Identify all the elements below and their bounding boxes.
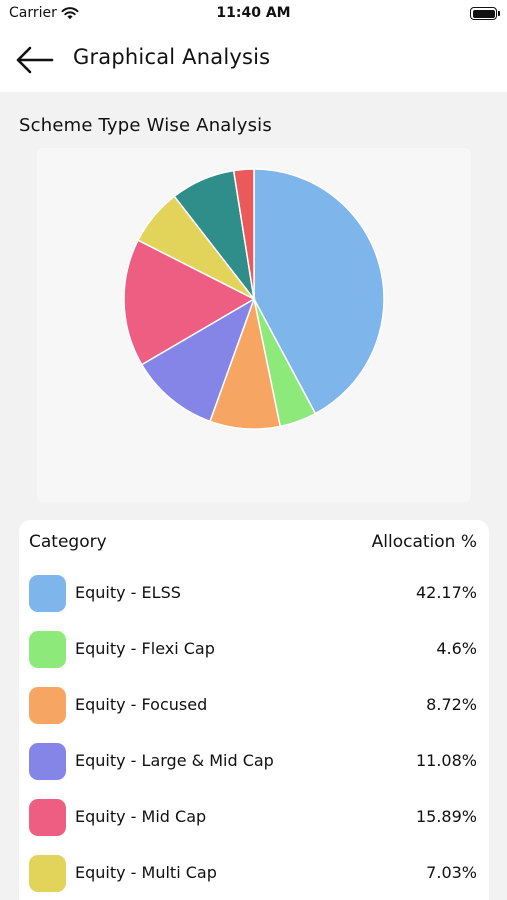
- category-label: Equity - Large & Mid Cap: [75, 751, 274, 770]
- color-swatch: [29, 855, 66, 892]
- table-row: Equity - Focused 8.72%: [19, 687, 489, 743]
- pie-slice: [232, 168, 255, 300]
- pie-chart-card: [37, 148, 471, 502]
- app-header: Graphical Analysis: [0, 28, 507, 92]
- allocation-value: 7.03%: [426, 863, 477, 882]
- status-carrier: Carrier: [9, 5, 79, 21]
- pie-slice: [123, 239, 256, 366]
- category-label: Equity - ELSS: [75, 583, 181, 602]
- category-label: Equity - Focused: [75, 695, 208, 714]
- battery-icon: [470, 7, 500, 20]
- status-bar: Carrier 11:40 AM: [0, 0, 507, 28]
- back-button[interactable]: [14, 42, 54, 78]
- allocation-value: 8.72%: [426, 695, 477, 714]
- allocation-table: Category Allocation % Equity - ELSS 42.1…: [19, 520, 489, 900]
- table-row: Equity - Mid Cap 15.89%: [19, 799, 489, 855]
- pie-slice: [253, 168, 385, 415]
- pie-chart: [123, 168, 385, 430]
- pie-slice: [140, 297, 256, 423]
- arrow-left-icon: [16, 46, 54, 74]
- table-row: Equity - Multi Cap 7.03%: [19, 855, 489, 900]
- category-label: Equity - Multi Cap: [75, 863, 217, 882]
- color-swatch: [29, 575, 66, 612]
- color-swatch: [29, 799, 66, 836]
- table-row: Equity - Large & Mid Cap 11.08%: [19, 743, 489, 799]
- allocation-value: 4.6%: [436, 639, 477, 658]
- category-label: Equity - Flexi Cap: [75, 639, 215, 658]
- wifi-icon: [61, 7, 79, 20]
- page-title: Graphical Analysis: [73, 45, 271, 69]
- section-title: Scheme Type Wise Analysis: [19, 115, 272, 136]
- table-row: Equity - Flexi Cap 4.6%: [19, 631, 489, 687]
- category-label: Equity - Mid Cap: [75, 807, 207, 826]
- color-swatch: [29, 631, 66, 668]
- table-row: Equity - ELSS 42.17%: [19, 575, 489, 631]
- allocation-value: 11.08%: [415, 751, 477, 770]
- column-header-allocation: Allocation %: [371, 532, 477, 552]
- allocation-value: 15.89%: [415, 807, 477, 826]
- status-time: 11:40 AM: [216, 5, 291, 21]
- color-swatch: [29, 687, 66, 724]
- color-swatch: [29, 743, 66, 780]
- column-header-category: Category: [29, 532, 107, 552]
- carrier-label: Carrier: [9, 5, 57, 21]
- allocation-value: 42.17%: [415, 583, 477, 602]
